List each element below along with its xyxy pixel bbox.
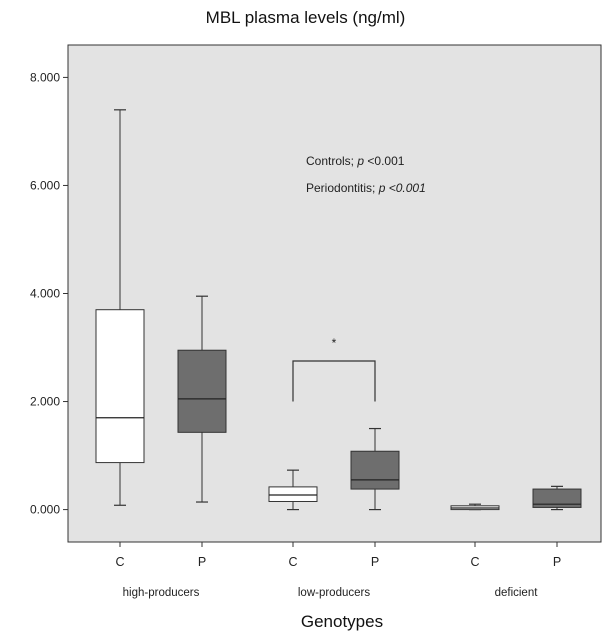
significance-star: * (332, 336, 337, 350)
x-axis-title: Genotypes (301, 612, 383, 631)
bracket-line (292, 360, 376, 402)
y-tick-label: 8.000 (30, 70, 60, 84)
box-low-producers-C (268, 469, 318, 511)
annotation-controls: Controls; p <0.001 (306, 154, 405, 168)
box-deficient-P (532, 485, 582, 511)
box-series (95, 109, 582, 511)
y-tick-label: 6.000 (30, 178, 60, 192)
x-group-label: deficient (495, 587, 539, 599)
y-axis: 0.000 2.000 4.000 6.000 8.000 (30, 70, 68, 517)
y-tick-label: 2.000 (30, 395, 60, 409)
box-iqr (177, 349, 227, 433)
annotation-periodontitis: Periodontitis; p <0.001 (306, 181, 426, 195)
box-iqr (350, 450, 400, 490)
x-category-label: C (115, 555, 124, 569)
significance-bracket: * (292, 336, 376, 402)
box-low-producers-P (350, 427, 400, 511)
x-group-label: high-producers (123, 587, 200, 599)
box-deficient-C (450, 503, 500, 511)
x-category-label: P (198, 555, 206, 569)
x-category-label: P (371, 555, 379, 569)
chart-title: MBL plasma levels (ng/ml) (205, 8, 406, 27)
box-iqr (95, 309, 145, 464)
x-category-label: C (470, 555, 479, 569)
x-category-label: C (288, 555, 297, 569)
box-high-producers-C (95, 109, 145, 506)
box-high-producers-P (177, 295, 227, 503)
y-tick-label: 4.000 (30, 287, 60, 301)
plot-area (67, 44, 602, 543)
y-tick-label: 0.000 (30, 503, 60, 517)
box-iqr (532, 488, 582, 508)
box-iqr (268, 486, 318, 502)
x-category-label: P (553, 555, 561, 569)
x-group-label: low-producers (298, 587, 370, 599)
